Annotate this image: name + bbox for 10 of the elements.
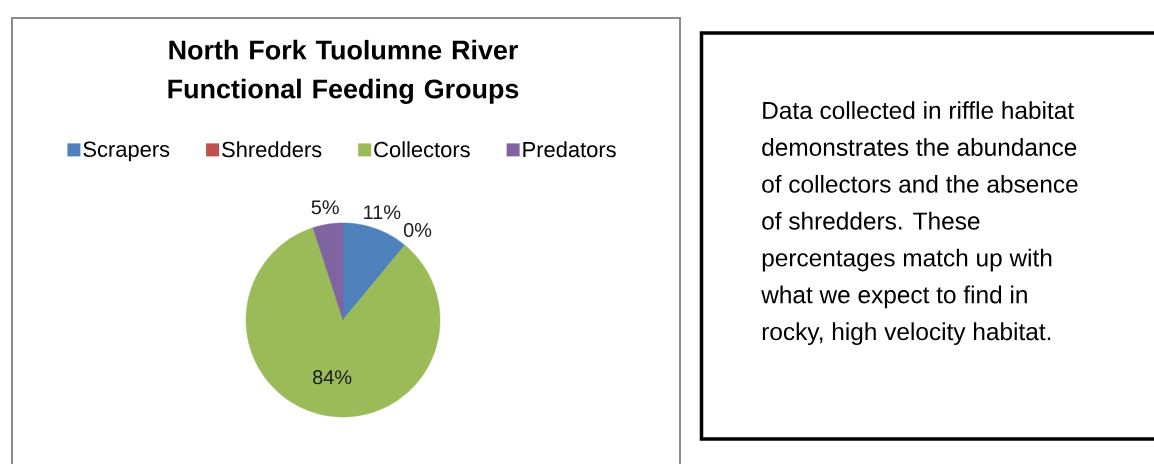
text: 0% <box>403 222 432 238</box>
data-label: 5% <box>311 200 339 215</box>
chart-title: North Fork Tuolumne River Functional Feeding Groups <box>168 39 519 104</box>
data-label: 11% <box>364 205 401 220</box>
data-label: 84% <box>313 370 352 385</box>
legend-label: Scrapers <box>83 141 170 162</box>
legend-label: Predators <box>523 141 616 158</box>
legend-label: Shredders <box>222 141 322 158</box>
legend-label: Collectors <box>374 141 470 158</box>
text: Data collected in riffle habitat demonstrates the abundance of collectors and the absence of shredders. These percentages match up with what we expect to find in rocky, high velocity habitat. <box>761 101 1078 346</box>
